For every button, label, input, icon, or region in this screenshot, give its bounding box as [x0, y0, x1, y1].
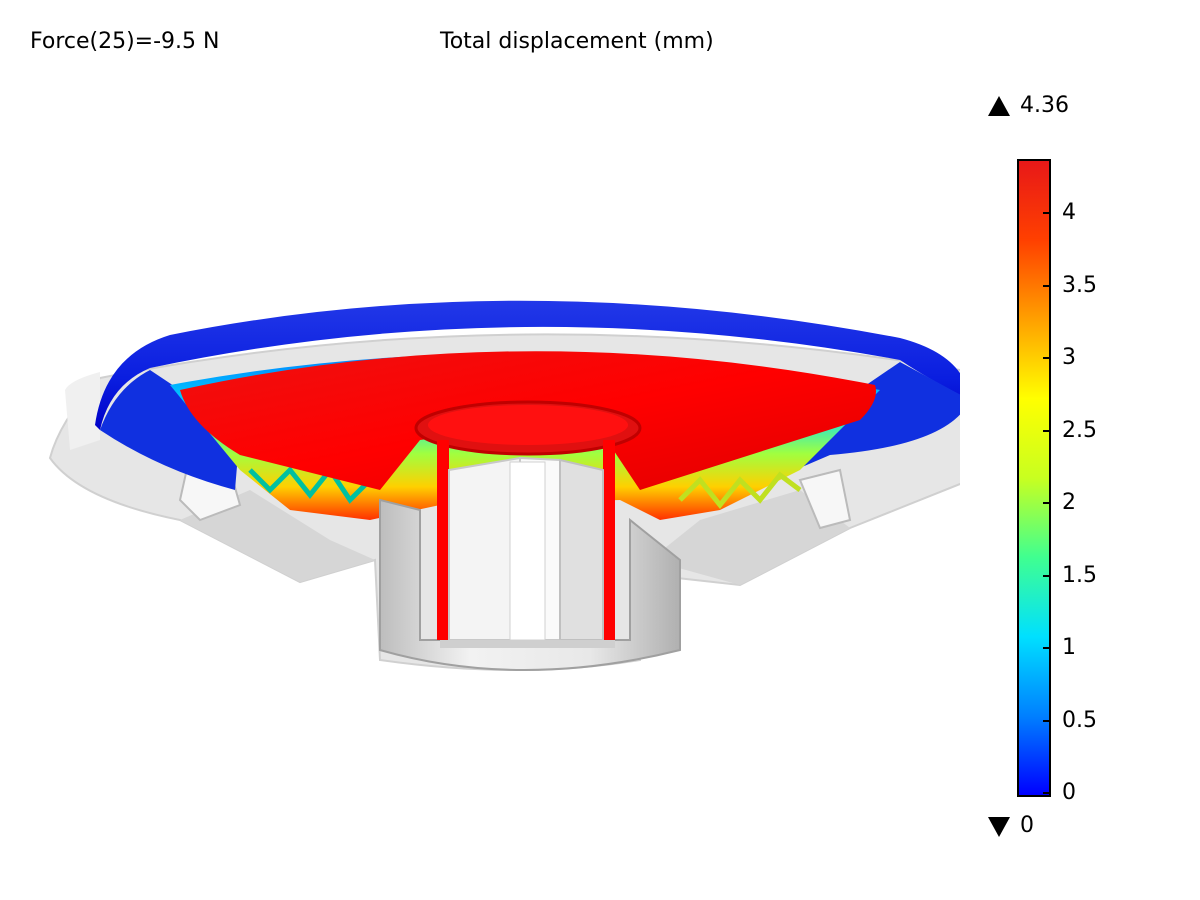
colorbar-tick-label: 2	[1062, 490, 1076, 516]
triangle-down-icon	[988, 817, 1010, 837]
colorbar-tick-label: 4	[1062, 200, 1076, 226]
colorbar-tick-mark	[1043, 719, 1049, 722]
colorbar-tick-mark	[1043, 792, 1049, 794]
colorbar-tick-mark	[1043, 357, 1049, 360]
triangle-up-icon	[988, 96, 1010, 116]
colorbar-tick-label: 0.5	[1062, 707, 1097, 733]
colorbar-max-label: 4.36	[1020, 93, 1069, 118]
colorbar-tick-label: 3	[1062, 345, 1076, 371]
surround-ring	[95, 300, 960, 490]
displacement-3d-plot[interactable]	[0, 0, 960, 900]
colorbar-tick-mark	[1043, 429, 1049, 432]
colorbar-tick-mark	[1043, 574, 1049, 577]
force-label: Force(25)=-9.5 N	[30, 29, 220, 54]
speaker-cone	[180, 351, 876, 490]
colorbar-tick-label: 1	[1062, 635, 1076, 661]
colorbar-tick-mark	[1043, 284, 1049, 287]
plot-title: Total displacement (mm)	[440, 29, 714, 54]
colorbar-tick-label: 1.5	[1062, 562, 1097, 588]
voice-coil-cylinder	[379, 440, 681, 671]
colorbar-tick-mark	[1043, 502, 1049, 505]
colorbar-tick-label: 0	[1062, 780, 1076, 805]
colorbar-tick-mark	[1043, 212, 1049, 215]
colorbar-tick-label: 3.5	[1062, 272, 1097, 298]
colorbar-tick-mark	[1043, 647, 1049, 650]
colorbar-tick-label: 2.5	[1062, 417, 1097, 443]
colorbar-min-label: 0	[1020, 813, 1034, 838]
colorbar	[1017, 159, 1051, 797]
